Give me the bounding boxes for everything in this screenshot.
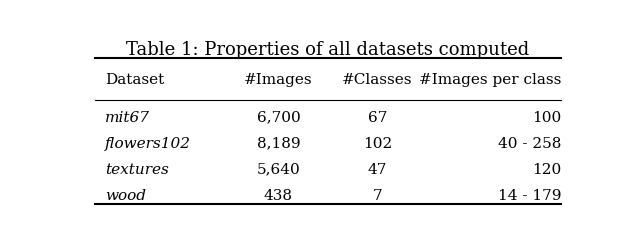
Text: 40 - 258: 40 - 258 <box>498 137 561 151</box>
Text: 67: 67 <box>368 111 387 125</box>
Text: 47: 47 <box>368 163 387 177</box>
Text: 120: 120 <box>532 163 561 177</box>
Text: 438: 438 <box>264 189 293 203</box>
Text: 8,189: 8,189 <box>257 137 300 151</box>
Text: #Images: #Images <box>244 73 313 87</box>
Text: #Classes: #Classes <box>342 73 413 87</box>
Text: 7: 7 <box>372 189 383 203</box>
Text: 102: 102 <box>363 137 392 151</box>
Text: Table 1: Properties of all datasets computed: Table 1: Properties of all datasets comp… <box>126 41 530 58</box>
Text: wood: wood <box>105 189 146 203</box>
Text: mit67: mit67 <box>105 111 150 125</box>
Text: flowers102: flowers102 <box>105 137 191 151</box>
Text: #Images per class: #Images per class <box>419 73 561 87</box>
Text: 6,700: 6,700 <box>257 111 300 125</box>
Text: 100: 100 <box>532 111 561 125</box>
Text: Dataset: Dataset <box>105 73 164 87</box>
Text: 5,640: 5,640 <box>257 163 300 177</box>
Text: 14 - 179: 14 - 179 <box>498 189 561 203</box>
Text: textures: textures <box>105 163 169 177</box>
